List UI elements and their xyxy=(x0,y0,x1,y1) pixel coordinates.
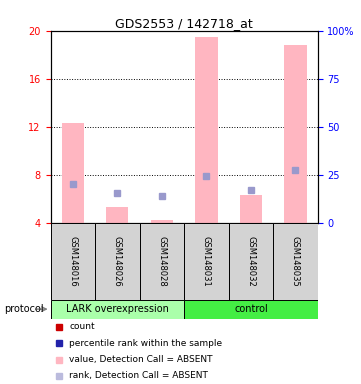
Title: GDS2553 / 142718_at: GDS2553 / 142718_at xyxy=(115,17,253,30)
Text: GSM148032: GSM148032 xyxy=(247,236,255,286)
Bar xyxy=(195,37,217,223)
Text: count: count xyxy=(69,323,95,331)
Text: GSM148035: GSM148035 xyxy=(291,236,300,286)
Bar xyxy=(229,223,273,300)
Text: percentile rank within the sample: percentile rank within the sample xyxy=(69,339,222,348)
Bar xyxy=(106,207,129,223)
Bar xyxy=(151,220,173,223)
Text: protocol: protocol xyxy=(4,304,43,314)
Bar xyxy=(51,300,184,319)
Text: LARK overexpression: LARK overexpression xyxy=(66,304,169,314)
Bar xyxy=(184,223,229,300)
Text: rank, Detection Call = ABSENT: rank, Detection Call = ABSENT xyxy=(69,371,208,380)
Bar xyxy=(273,223,318,300)
Bar xyxy=(140,223,184,300)
Text: GSM148016: GSM148016 xyxy=(68,236,77,286)
Bar xyxy=(95,223,140,300)
Text: control: control xyxy=(234,304,268,314)
Bar xyxy=(51,223,95,300)
Text: GSM148026: GSM148026 xyxy=(113,236,122,286)
Text: value, Detection Call = ABSENT: value, Detection Call = ABSENT xyxy=(69,355,213,364)
Bar xyxy=(240,195,262,223)
Text: GSM148031: GSM148031 xyxy=(202,236,211,286)
Bar xyxy=(62,123,84,223)
Bar xyxy=(284,45,306,223)
Text: GSM148028: GSM148028 xyxy=(157,236,166,286)
Bar xyxy=(184,300,318,319)
